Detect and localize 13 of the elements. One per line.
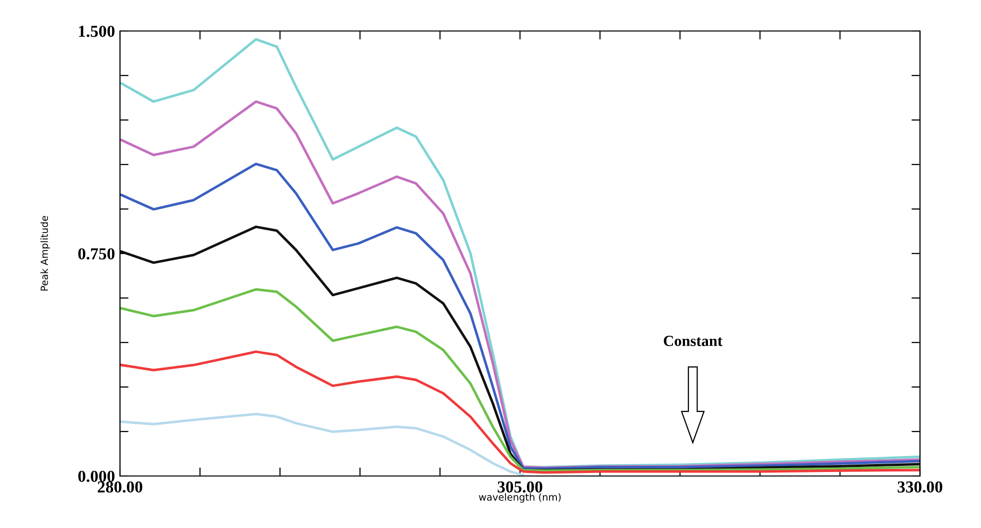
- y-tick-label: 0.000: [78, 470, 115, 482]
- x-tick-label: 280.00: [98, 481, 142, 493]
- y-tick-label: 0.750: [78, 248, 115, 260]
- line-series: [120, 162, 920, 470]
- y-tick-label: 1.500: [78, 26, 115, 38]
- x-tick-label: 330.00: [898, 481, 942, 493]
- line-series: [120, 412, 524, 476]
- line-series: [120, 350, 920, 474]
- line-series: [120, 288, 920, 472]
- x-axis-title: wavelength (nm): [478, 493, 561, 503]
- x-tick-label: 305.00: [498, 481, 542, 493]
- annotation: Constant: [664, 336, 722, 346]
- y-axis-title: Peak Amplitude: [40, 216, 50, 291]
